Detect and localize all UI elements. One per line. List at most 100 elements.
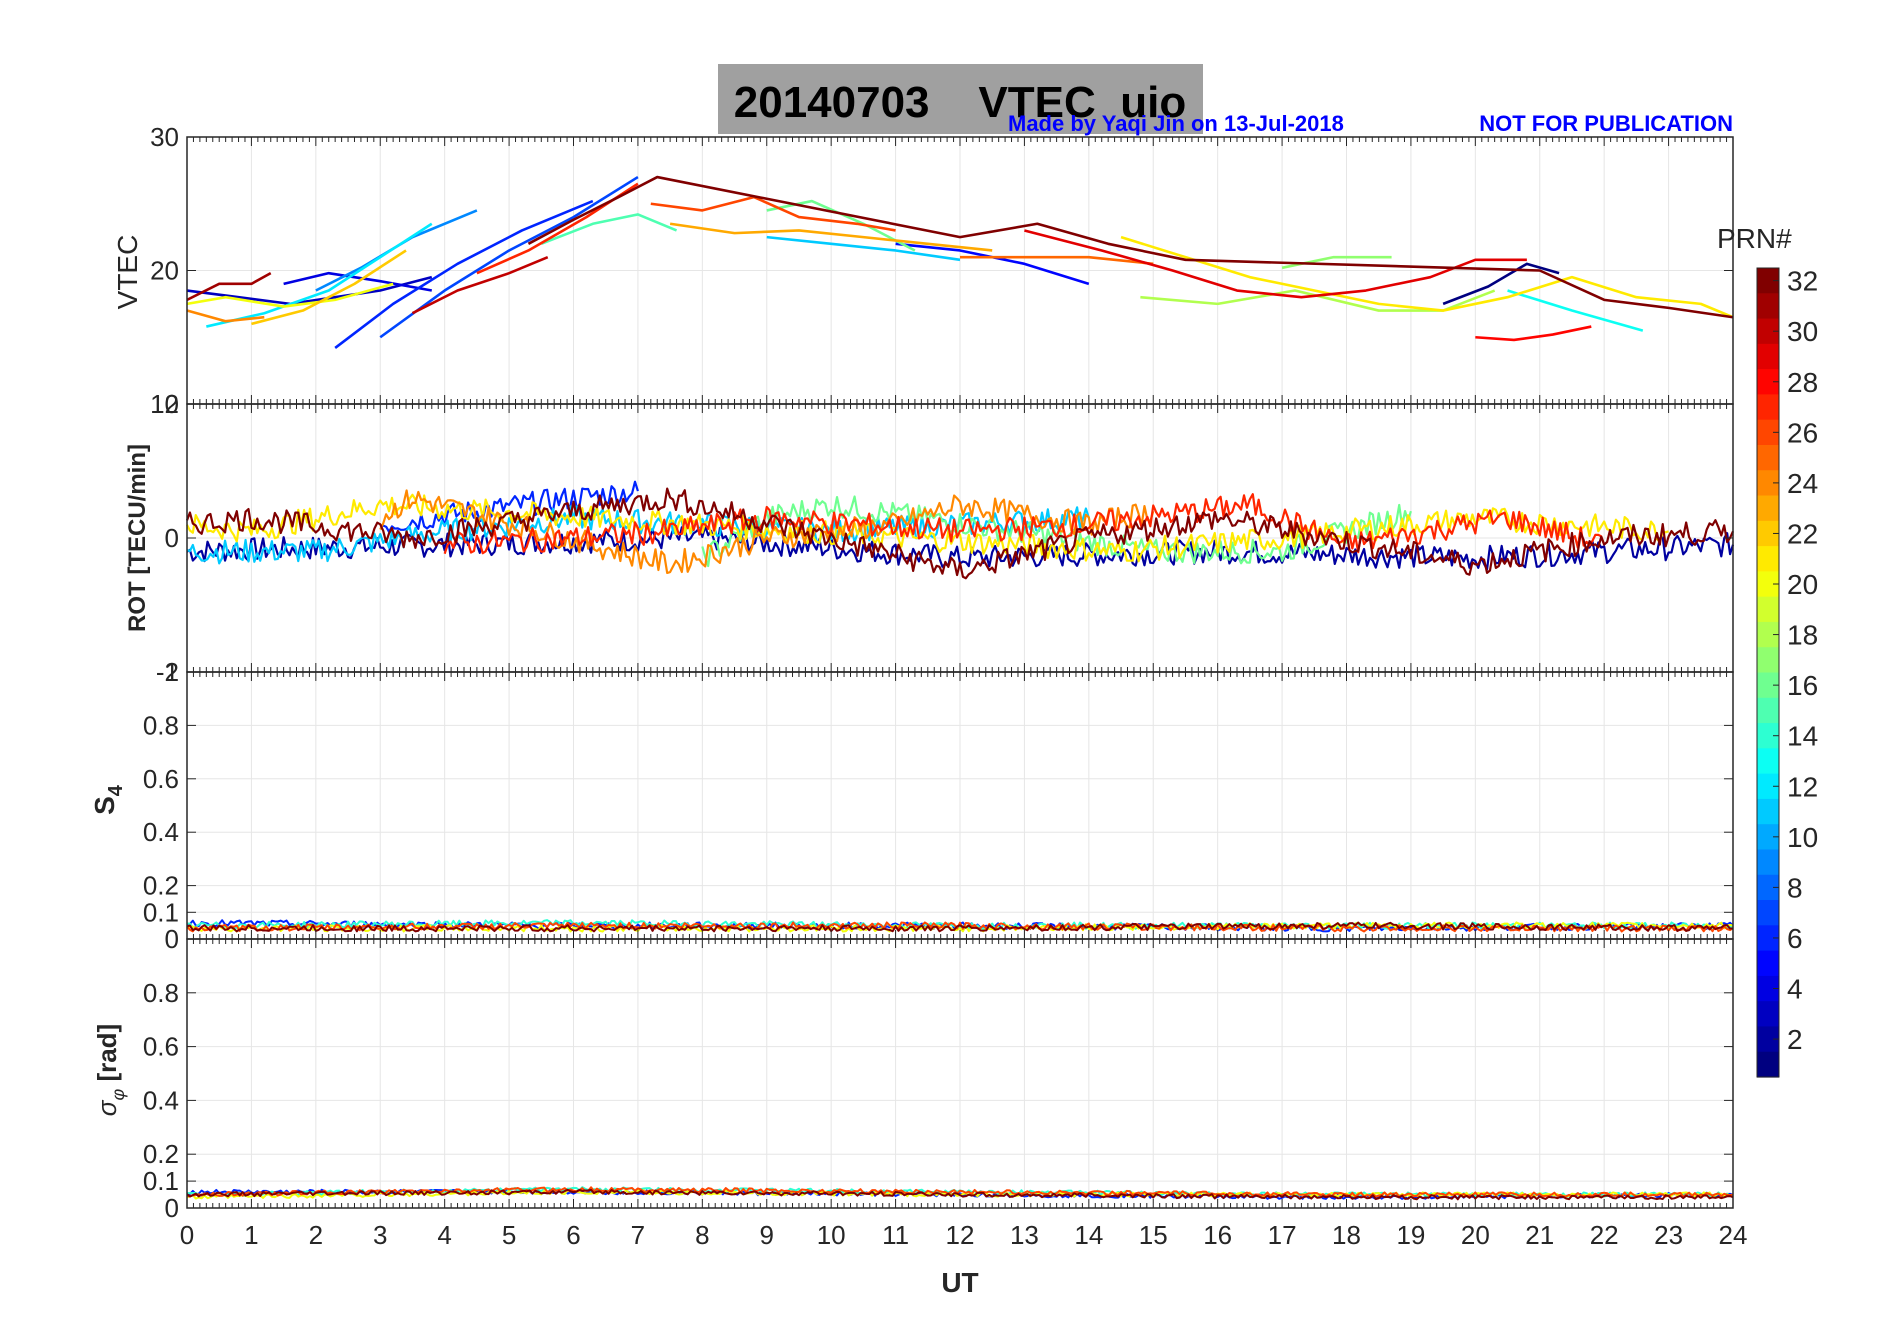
- y-tick-label: 0: [165, 924, 179, 954]
- series-line-prn-23: [669, 222, 993, 252]
- y-tick-label: -2: [156, 657, 179, 687]
- colorbar-tick-label: 16: [1787, 670, 1818, 701]
- grid-lines: [186, 939, 1734, 1209]
- series-group: [186, 1186, 1734, 1201]
- x-tick-label: 4: [437, 1220, 451, 1250]
- x-tick-label: 24: [1719, 1220, 1748, 1250]
- chart-title: 20140703 VTEC uio: [734, 78, 1186, 127]
- series-group: [186, 919, 1734, 933]
- credit-text: Made by Yaqi Jin on 13-Jul-2018: [1008, 111, 1344, 136]
- title-box: [718, 64, 1203, 134]
- series-line-prn-6: [380, 480, 639, 533]
- series-line-prn-32: [186, 921, 1734, 933]
- x-tick-label: 10: [817, 1220, 846, 1250]
- x-tick-label: 8: [695, 1220, 709, 1250]
- series-line-prn-28: [1475, 325, 1592, 342]
- y-tick-label: 0.6: [143, 764, 179, 794]
- colorbar-segment: [1757, 318, 1779, 345]
- colorbar-segment: [1757, 571, 1779, 598]
- y-tick-label: 0.4: [143, 1085, 179, 1115]
- series-line-prn-32: [186, 1188, 1734, 1201]
- y-tick-label: 20: [150, 256, 179, 286]
- x-tick-label: 3: [373, 1220, 387, 1250]
- colorbar-segment: [1757, 950, 1779, 977]
- colorbar-tick-label: 22: [1787, 518, 1818, 549]
- colorbar-tick-label: 26: [1787, 417, 1818, 448]
- y-tick-label: 1: [165, 657, 179, 687]
- series-line-prn-31: [186, 272, 272, 302]
- series-line-prn-26: [186, 1186, 1734, 1198]
- series-line-prn-9: [315, 209, 478, 292]
- colorbar-tick-label: 30: [1787, 316, 1818, 347]
- series-line-prn-24: [379, 489, 1155, 575]
- y-tick-label: 0: [165, 523, 179, 553]
- rot-panel: -2 0 2: [156, 389, 1735, 687]
- x-tick-label: 1: [244, 1220, 258, 1250]
- series-line-prn-7: [379, 175, 639, 339]
- colorbar-segment: [1757, 975, 1779, 1002]
- series-line-prn-15: [540, 213, 678, 246]
- colorbar-segment: [1757, 1001, 1779, 1028]
- y-tick-label: 2: [165, 389, 179, 419]
- x-axis-label: UT: [941, 1267, 978, 1298]
- sigma-ylabel: σφ [rad]: [92, 1024, 128, 1116]
- colorbar-tick-label: 20: [1787, 569, 1818, 600]
- y-tick-label: 0.1: [143, 1166, 179, 1196]
- colorbar-frame: [1756, 267, 1780, 1078]
- series-line-prn-18: [1140, 289, 1496, 312]
- series-line-prn-3: [186, 275, 433, 306]
- colorbar-segment: [1757, 900, 1779, 926]
- series-line-prn-26: [650, 195, 896, 232]
- y-tick-label: 0.2: [143, 1139, 179, 1169]
- colorbar-segment: [1757, 495, 1779, 522]
- series-line-prn-16: [766, 199, 916, 252]
- colorbar-segment: [1757, 546, 1779, 572]
- colorbar-segment: [1757, 849, 1779, 876]
- series-line-prn-6: [334, 199, 594, 349]
- y-tick-label: 0.2: [143, 871, 179, 901]
- colorbar-segment: [1757, 874, 1779, 901]
- series-line-prn-24: [186, 309, 265, 323]
- series-group: [186, 175, 1734, 349]
- colorbar-segment: [1757, 925, 1779, 952]
- x-tick-label: 21: [1525, 1220, 1554, 1250]
- x-tick-label: 13: [1010, 1220, 1039, 1250]
- series-line-prn-29: [1024, 229, 1527, 299]
- x-tick-label: 12: [946, 1220, 975, 1250]
- colorbar-segment: [1757, 369, 1779, 396]
- colorbar-segment: [1757, 520, 1779, 547]
- colorbar-tick-label: 2: [1787, 1024, 1803, 1055]
- colorbar-label: PRN#: [1717, 223, 1792, 254]
- rot-ylabel: ROT [TECU/min]: [124, 444, 151, 632]
- colorbar-tick-label: 12: [1787, 771, 1818, 802]
- x-tick-label: 19: [1396, 1220, 1425, 1250]
- colorbar-segment: [1757, 773, 1779, 800]
- series-line-prn-12: [206, 222, 433, 328]
- colorbar-tick-label: 32: [1787, 266, 1818, 297]
- y-tick-label: 0.8: [143, 710, 179, 740]
- y-tick-label: 10: [150, 389, 179, 419]
- colorbar-tick-label: 28: [1787, 367, 1818, 398]
- colorbar-segment: [1757, 824, 1779, 851]
- series-line-prn-22: [251, 249, 407, 326]
- notice-text: NOT FOR PUBLICATION: [1479, 111, 1733, 136]
- series-line-prn-1: [1442, 262, 1560, 306]
- colorbar-tick-label: 4: [1787, 974, 1803, 1005]
- series-line-prn-13: [1507, 289, 1644, 332]
- sigma-panel: 00.10.20.40.60.80 1 2 3 4 5 6 7 8 9 10 11 12 13 14 15 16…: [143, 938, 1748, 1250]
- colorbar-segment: [1757, 697, 1779, 724]
- x-tick-label: 6: [566, 1220, 580, 1250]
- colorbar-segment: [1757, 1026, 1779, 1053]
- x-tick-label: 16: [1203, 1220, 1232, 1250]
- colorbar-segment: [1757, 343, 1779, 370]
- series-line-prn-27: [443, 493, 1606, 555]
- colorbar-segment: [1757, 723, 1779, 749]
- series-line-prn-30: [411, 255, 549, 315]
- series-line-prn-25: [960, 255, 1154, 266]
- s4-panel: 00.10.2 0.4 0.6 0.8 1: [143, 657, 1734, 954]
- vtec-panel: 10 20 30: [150, 122, 1734, 419]
- colorbar-segment: [1757, 268, 1779, 294]
- grid-lines: [186, 671, 1734, 940]
